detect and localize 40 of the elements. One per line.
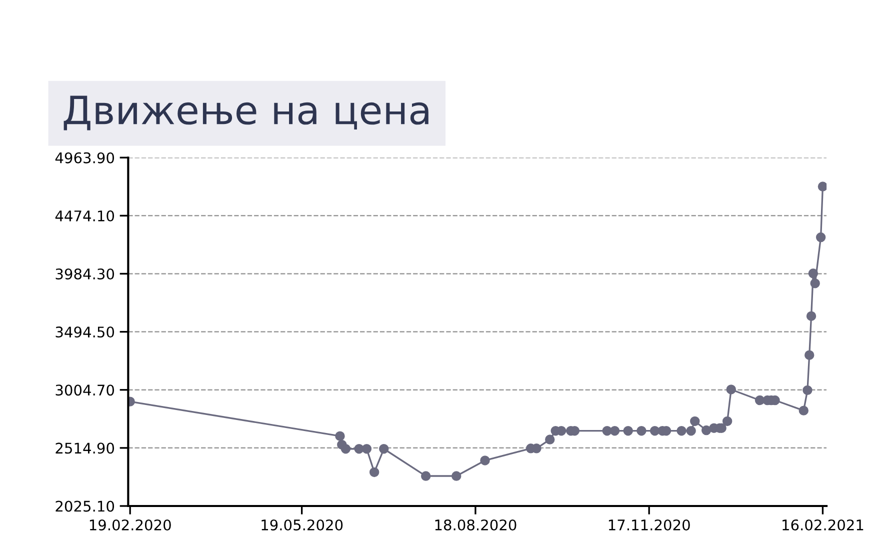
y-tick-label: 4474.10 [55,210,114,222]
point [420,471,431,481]
point [798,406,809,416]
point [701,425,712,436]
point [806,311,816,321]
point [545,434,555,444]
point [690,416,700,426]
point [379,444,389,454]
y-tick-label: 2025.10 [56,500,114,512]
chart-title: Движење на цена [64,96,428,130]
point [340,444,351,454]
point [726,384,736,394]
point [722,416,732,426]
point [362,444,372,454]
x-tick-label: 19.02.2020 [90,519,171,530]
x-tick-label: 17.11.2020 [608,519,690,530]
point [810,278,820,288]
y-tick-label: 3004.70 [56,384,114,396]
y-tick-label: 3494.50 [56,326,114,338]
point [480,456,490,466]
y-tick-label: 2514.90 [56,442,114,454]
point [452,471,462,481]
point [335,431,345,441]
point [636,426,646,436]
x-tick-label: 19.05.2020 [262,519,343,530]
point [808,268,818,278]
point [754,395,765,406]
y-tick-label: 3984.30 [56,268,114,280]
point [623,426,633,436]
y-tick-label: 4963.90 [55,152,114,164]
point [686,426,696,436]
point [676,426,686,436]
x-tick-label: 18.08.2020 [435,519,516,530]
point [369,467,380,478]
point [818,182,827,192]
point [804,350,814,360]
x-tick-label: 16.02.2021 [782,519,864,530]
point [816,232,826,242]
point [610,426,620,436]
point [802,385,812,396]
